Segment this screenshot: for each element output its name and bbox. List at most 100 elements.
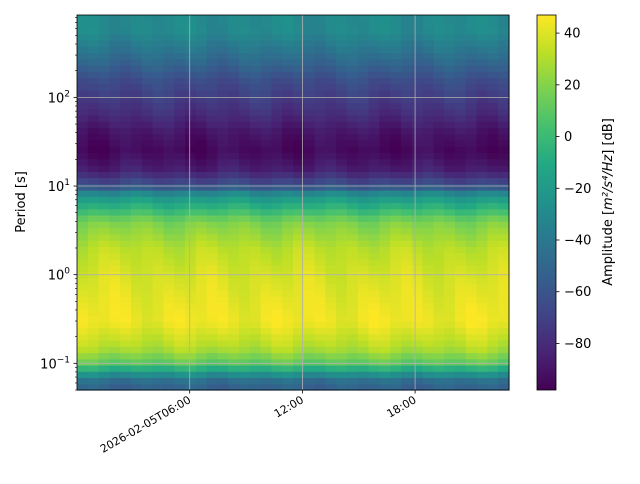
heatmap-cell [271, 183, 283, 191]
heatmap-cell [455, 196, 467, 204]
heatmap-cell [206, 127, 218, 135]
heatmap-cell [195, 383, 208, 391]
heatmap-cell [422, 296, 434, 304]
heatmap-cell [325, 240, 337, 247]
heatmap-cell [260, 265, 272, 272]
heatmap-cell [411, 258, 424, 266]
heatmap-cell [239, 121, 251, 129]
heatmap-cell [195, 333, 208, 341]
heatmap-cell [368, 290, 380, 297]
heatmap-cell [195, 321, 208, 329]
heatmap-cell [249, 240, 262, 247]
heatmap-cell [152, 58, 164, 66]
heatmap-cell [476, 133, 488, 141]
heatmap-cell [465, 115, 478, 122]
heatmap-cell [282, 146, 294, 154]
heatmap-cell [379, 127, 391, 135]
heatmap-cell [174, 177, 186, 185]
heatmap-cell [174, 383, 186, 391]
heatmap-cell [239, 40, 251, 47]
heatmap-cell [357, 158, 370, 166]
colorbar-tick-label: −20 [564, 182, 591, 197]
heatmap-cell [228, 246, 240, 254]
heatmap-cell [444, 152, 456, 160]
heatmap-cell [336, 171, 348, 179]
heatmap-cell [195, 65, 208, 72]
heatmap-cell [282, 383, 294, 391]
heatmap-cell [357, 315, 370, 322]
heatmap-cell [325, 21, 337, 29]
heatmap-cell [336, 371, 348, 379]
heatmap-cell [195, 96, 208, 104]
heatmap-cell [163, 190, 175, 197]
heatmap-cell [109, 90, 121, 97]
heatmap-cell [109, 340, 121, 347]
heatmap-cell [249, 246, 262, 254]
heatmap-cell [249, 127, 262, 135]
heatmap-cell [411, 321, 424, 329]
heatmap-cell [77, 258, 89, 266]
heatmap-cell [206, 246, 218, 254]
heatmap-cell [217, 321, 229, 329]
heatmap-cell [217, 302, 229, 310]
heatmap-cell [228, 215, 240, 222]
heatmap-cell [465, 221, 478, 229]
heatmap-cell [185, 115, 197, 122]
heatmap-cell [455, 290, 467, 297]
heatmap-cell [293, 371, 305, 379]
heatmap-cell [379, 296, 391, 304]
heatmap-cell [357, 71, 370, 79]
heatmap-cell [357, 333, 370, 341]
heatmap-cell [476, 177, 488, 185]
heatmap-cell [98, 83, 110, 91]
heatmap-cell [303, 177, 316, 185]
heatmap-cell [336, 365, 348, 372]
heatmap-cell [217, 65, 229, 72]
heatmap-cell [379, 333, 391, 341]
heatmap-cell [185, 146, 197, 154]
heatmap-cell [249, 277, 262, 285]
heatmap-cell [260, 140, 272, 147]
heatmap-cell [87, 208, 100, 216]
heatmap-cell [260, 221, 272, 229]
heatmap-cell [217, 158, 229, 166]
heatmap-cell [336, 227, 348, 235]
heatmap-cell [206, 33, 218, 41]
heatmap-cell [271, 152, 283, 160]
heatmap-cell [455, 121, 467, 129]
heatmap-cell [336, 377, 348, 385]
heatmap-cell [206, 371, 218, 379]
heatmap-cell [498, 290, 510, 297]
heatmap-cell [357, 371, 370, 379]
heatmap-cell [455, 277, 467, 285]
heatmap-cell [282, 340, 294, 347]
heatmap-cell [455, 333, 467, 341]
heatmap-cell [325, 221, 337, 229]
heatmap-cell [228, 77, 240, 85]
heatmap-cell [325, 196, 337, 204]
heatmap-cell [293, 177, 305, 185]
heatmap-cell [152, 27, 164, 35]
heatmap-cell [293, 190, 305, 197]
heatmap-cell [271, 371, 283, 379]
heatmap-cell [379, 58, 391, 66]
heatmap-cell [249, 183, 262, 191]
heatmap-cell [87, 83, 100, 91]
heatmap-cell [357, 308, 370, 316]
heatmap-cell [249, 171, 262, 179]
heatmap-cell [325, 33, 337, 41]
heatmap-cell [77, 15, 89, 22]
heatmap-cell [465, 27, 478, 35]
heatmap-cell [411, 327, 424, 335]
heatmap-cell [293, 21, 305, 29]
heatmap-cell [368, 383, 380, 391]
heatmap-cell [293, 52, 305, 60]
heatmap-cell [422, 127, 434, 135]
heatmap-cell [152, 127, 164, 135]
heatmap-cell [293, 83, 305, 91]
heatmap-cell [217, 308, 229, 316]
heatmap-cell [217, 296, 229, 304]
y-tick-label: 100 [48, 267, 71, 284]
heatmap-cell [347, 21, 359, 29]
heatmap-cell [109, 83, 121, 91]
